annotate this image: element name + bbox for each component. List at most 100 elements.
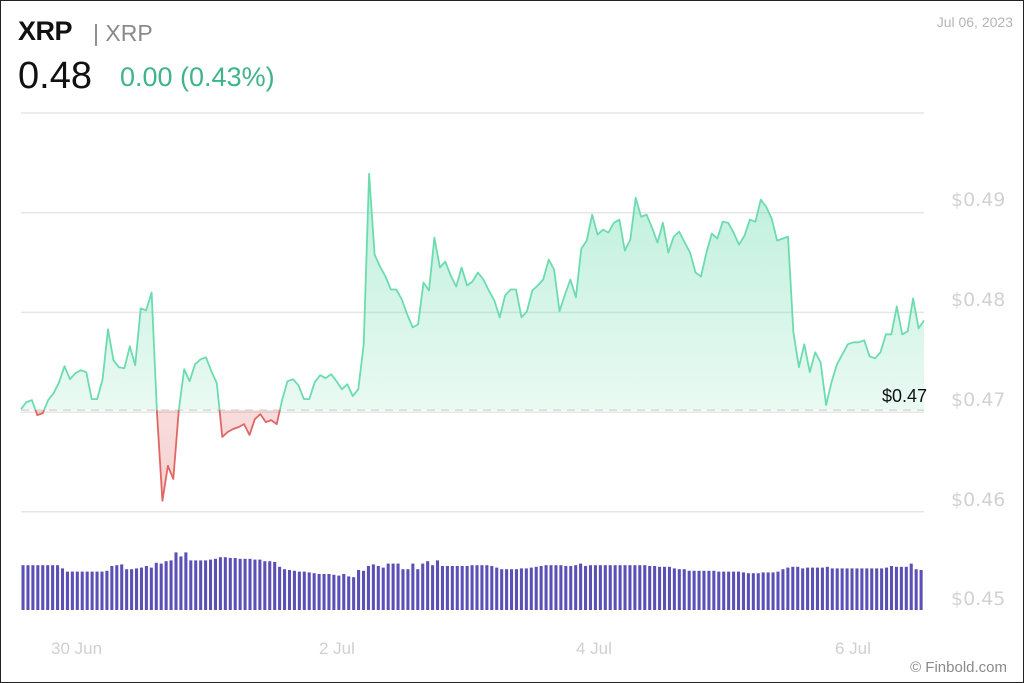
volume-bar [465,566,469,610]
volume-bar [667,566,671,610]
volume-bar [761,572,765,610]
volume-bar [406,569,410,610]
volume-bar [218,557,222,610]
volume-bar [391,563,395,610]
volume-bar [796,566,800,610]
volume-bar [60,568,65,610]
volume-bar [574,565,578,610]
volume-bar [189,560,193,610]
volume-bar [149,567,153,610]
volume-bar [855,568,859,610]
volume-bar [687,570,691,610]
volume-bar [534,566,538,610]
volume-bar [771,572,775,610]
volume-bar [450,566,454,610]
volume-bar [475,565,479,610]
volume-bar [653,566,657,610]
volume-bar [608,565,612,610]
volume-bar [815,567,819,610]
volume-bar [36,565,40,610]
volume-bar [519,568,523,610]
volume-bar [909,563,913,610]
volume-bar [46,565,50,610]
volume-bar [115,565,119,610]
volume-bar [134,568,139,610]
volume-bar [618,565,622,610]
volume-bar [105,570,109,610]
volume-bar [529,567,533,610]
volume-bar [396,563,400,610]
y-tick-label: $0.49 [951,189,1006,211]
volume-bar [223,557,227,610]
volume-bar [100,571,104,610]
volume-bar [248,558,252,610]
volume-bar [95,571,99,610]
volume-bar [825,566,829,610]
volume-bar [337,575,341,610]
volume-bar [677,569,681,610]
volume-bar [376,566,380,610]
price-area [21,173,924,501]
volume-bar [386,563,390,610]
volume-bar [238,558,242,610]
volume-bar [51,565,55,610]
volume-bar [820,567,824,610]
volume-bar [603,565,607,610]
volume-bar [194,560,198,610]
volume-bar [169,560,173,610]
volume-bar [435,560,440,610]
volume-bar [786,567,790,610]
volume-bar [164,561,168,610]
volume-bar [776,571,780,610]
volume-bar [287,570,292,610]
volume-bar [65,571,69,610]
volume-bar [658,566,662,610]
volume-bar [672,568,676,610]
volume-bar [514,569,518,610]
volume-bar [801,568,805,610]
volume-bar [485,565,489,610]
volume-bar [544,565,548,610]
volume-bar [426,561,430,610]
volume-bar [41,565,45,610]
volume-bar [401,569,405,610]
volume-bar [899,566,903,610]
volume-bar [209,559,213,610]
volume-bar [623,565,627,610]
volume-bar [278,566,282,610]
volume-bar [445,566,449,610]
volume-bar [179,556,183,610]
volume-bar [125,569,129,610]
volume-bar [302,571,306,610]
volume-bar [283,569,287,610]
volume-bar [213,558,217,610]
volume-bar [130,569,134,610]
volume-bar [184,552,188,610]
volume-bar [746,573,750,610]
volume-bar [381,567,385,610]
volume-bar [875,568,879,610]
volume-bar [845,568,849,610]
volume-bar [154,562,158,610]
volume-bar [366,566,370,610]
source-credit: © Finbold.com [910,659,1007,676]
volume-bar [327,574,331,610]
volume-bar [90,571,94,610]
volume-bar [628,565,632,610]
volume-bar [806,567,810,610]
volume-bar [697,570,701,610]
volume-bar [885,567,889,610]
volume-bar [648,566,652,610]
y-tick-label: $0.45 [951,588,1006,610]
volume-bar [722,571,726,610]
volume-bar [56,565,60,610]
volume-bar [662,566,667,610]
volume-bar [253,559,257,610]
volume-bar [584,566,588,610]
x-tick-label: 4 Jul [576,639,612,658]
volume-bar [850,568,854,610]
volume-bar [421,563,425,610]
volume-bar [85,571,89,610]
volume-bar [732,571,736,610]
